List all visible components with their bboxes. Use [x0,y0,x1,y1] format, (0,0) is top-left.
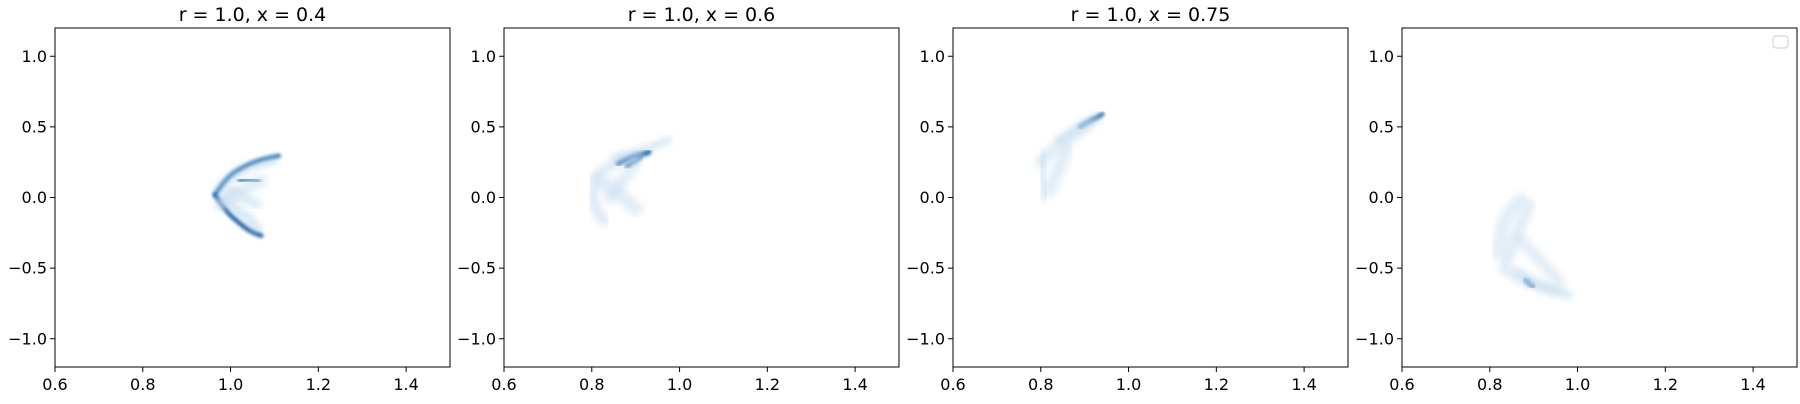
density-streak [1042,141,1075,198]
legend-box [1772,35,1789,49]
x-tick-label: 1.2 [1653,375,1678,394]
x-tick-label: 0.6 [1389,375,1414,394]
x-tick-label: 0.6 [491,375,516,394]
y-tick-label: 1.0 [22,47,47,66]
x-tick-label: 0.8 [579,375,604,394]
density-streak [212,192,264,238]
subplot-3: 0.6 0.8 1.0 1.2 1.4 1.0 0.5 0.0 −0.5 −1.0 r = 1.0,… [906,4,1349,394]
y-tick-label: −1.0 [8,329,47,348]
y-tick-label: 0.5 [471,117,496,136]
x-tick-label: 1.4 [1291,375,1316,394]
subplot-title: r = 1.0, x = 0.4 [179,4,327,26]
y-tick-label: 0.0 [920,188,945,207]
x-tick-label: 1.0 [1116,375,1141,394]
x-tick-label: 0.8 [1477,375,1502,394]
density-streak [1034,118,1096,169]
x-tick-label: 1.4 [1740,375,1765,394]
x-tick-label: 1.4 [393,375,418,394]
y-tick-label: 0.5 [920,117,945,136]
x-tick-label: 1.2 [755,375,780,394]
density-streak [1034,150,1053,202]
axes-frame [952,27,1349,368]
y-tick-label: 0.5 [22,117,47,136]
axes-frame [1401,27,1798,368]
axes-frame [503,27,900,368]
density-streak [595,150,646,178]
density-streak [1497,263,1561,298]
subplot-title: r = 1.0, x = 0.75 [1071,4,1231,26]
y-tick-label: 1.0 [471,47,496,66]
y-tick-label: 0.0 [22,188,47,207]
y-tick-label: 1.0 [1369,47,1394,66]
density-streak [213,174,268,211]
y-tick-label: −1.0 [1355,329,1394,348]
density-streak [587,171,611,227]
y-tick-label: 0.0 [471,188,496,207]
y-tick-label: −1.0 [457,329,496,348]
y-tick-label: −1.0 [906,329,945,348]
x-tick-label: 1.0 [667,375,692,394]
y-tick-label: 0.0 [1369,188,1394,207]
density-layer [212,153,281,238]
x-tick-label: 0.8 [130,375,155,394]
y-tick-label: −0.5 [8,259,47,278]
density-streak [1491,193,1528,261]
density-streak [603,156,642,204]
density-layer [587,136,672,227]
y-tick-label: 0.5 [1369,117,1394,136]
y-tick-label: −0.5 [1355,259,1394,278]
subplot-1: 0.6 0.8 1.0 1.2 1.4 1.0 0.5 0.0 −0.5 −1.0 r = 1.0,… [8,4,451,394]
x-tick-label: 0.6 [42,375,67,394]
x-tick-label: 0.8 [1028,375,1053,394]
subplot-title: r = 1.0, x = 0.6 [628,4,776,26]
x-tick-label: 1.0 [1565,375,1590,394]
subplot-4: 0.6 0.8 1.0 1.2 1.4 1.0 0.5 0.0 −0.5 −1.0 [1355,27,1798,394]
x-tick-label: 1.2 [306,375,331,394]
y-tick-label: −0.5 [457,259,496,278]
density-streak [1501,198,1536,268]
y-tick-label: −0.5 [906,259,945,278]
x-tick-label: 0.6 [940,375,965,394]
density-layer [1034,111,1105,202]
x-tick-label: 1.4 [842,375,867,394]
y-tick-label: 1.0 [920,47,945,66]
density-streak [213,155,279,195]
x-tick-label: 1.2 [1204,375,1229,394]
density-streak [593,173,643,216]
density-streak [1514,233,1566,289]
density-layer [1491,193,1573,299]
x-tick-label: 1.0 [218,375,243,394]
subplot-2: 0.6 0.8 1.0 1.2 1.4 1.0 0.5 0.0 −0.5 −1.0 r = 1.0,… [457,4,900,394]
